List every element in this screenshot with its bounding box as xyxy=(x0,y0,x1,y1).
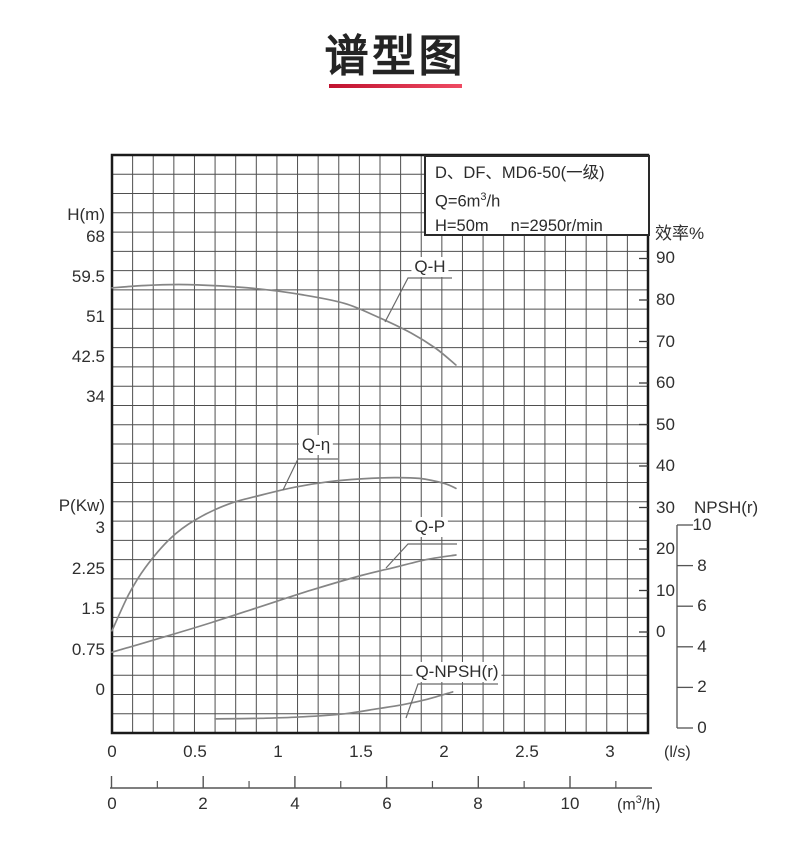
efficiency-axis-tick: 30 xyxy=(656,498,675,517)
pump-flow-text: Q=6m3/h xyxy=(435,191,501,211)
m3h-axis-tick: 6 xyxy=(382,794,392,813)
curve-power xyxy=(111,554,457,654)
efficiency-axis-tick: 60 xyxy=(656,373,675,392)
ls-axis-tick: 1.5 xyxy=(349,742,373,761)
ls-unit-label: (l/s) xyxy=(664,744,691,761)
power-axis-tick: 1.5 xyxy=(81,599,105,618)
pump-model-text: D、DF、MD6-50(一级) xyxy=(435,164,605,182)
title-underline xyxy=(329,84,462,88)
ls-axis-tick: 3 xyxy=(605,742,615,761)
curve-efficiency xyxy=(111,476,457,632)
pump-head-speed-text: H=50m n=2950r/min xyxy=(435,216,603,235)
efficiency-axis-tick: 90 xyxy=(656,248,675,267)
ls-axis-tick: 1 xyxy=(273,742,283,761)
leader-line-efficiency xyxy=(282,458,338,491)
power-axis-title: P(Kw) xyxy=(58,496,105,515)
power-axis-tick: 2.25 xyxy=(71,559,105,578)
curve-npsh xyxy=(214,691,454,720)
head-axis-tick: 59.5 xyxy=(71,267,105,286)
leader-line-npsh xyxy=(405,683,498,719)
efficiency-axis-tick: 50 xyxy=(656,415,675,434)
curve-label-power: Q-P xyxy=(411,517,449,537)
pump-spec-box: D、DF、MD6-50(一级) Q=6m3/h H=50m n=2950r/min xyxy=(424,155,650,236)
head-axis-title: H(m) xyxy=(67,205,105,224)
efficiency-axis-tick: 70 xyxy=(656,332,675,351)
npsh-axis-tick: 0 xyxy=(697,718,707,737)
ls-axis-tick: 2 xyxy=(439,742,449,761)
efficiency-axis-tick: 20 xyxy=(656,539,675,558)
npsh-axis-title: NPSH(r) xyxy=(694,498,759,517)
npsh-axis-tick: 8 xyxy=(697,556,707,575)
head-axis-tick: 34 xyxy=(86,387,105,406)
m3h-axis-tick: 2 xyxy=(198,794,208,813)
power-axis-tick: 3 xyxy=(95,518,105,537)
ls-axis-tick: 0.5 xyxy=(183,742,207,761)
head-axis-tick: 51 xyxy=(86,307,105,326)
efficiency-axis-tick: 40 xyxy=(656,456,675,475)
head-axis-tick: 68 xyxy=(86,227,105,246)
npsh-axis-tick: 4 xyxy=(697,637,707,656)
efficiency-axis-title: 效率% xyxy=(655,224,705,243)
ls-axis-tick: 2.5 xyxy=(515,742,539,761)
m3h-axis-tick: 10 xyxy=(560,794,580,813)
efficiency-axis-tick: 80 xyxy=(656,290,675,309)
curve-head xyxy=(111,283,457,366)
m3h-axis-tick: 0 xyxy=(107,794,117,813)
npsh-axis-tick: 2 xyxy=(697,677,707,696)
power-axis-tick: 0 xyxy=(95,680,105,699)
npsh-axis-tick: 10 xyxy=(692,515,712,534)
curve-label-head: Q-H xyxy=(411,257,449,277)
curve-label-npsh: Q-NPSH(r) xyxy=(412,662,502,682)
m3h-unit-label: (m3/h) xyxy=(617,794,661,814)
npsh-axis-tick: 6 xyxy=(697,596,707,615)
leader-line-power xyxy=(385,543,457,569)
efficiency-axis-tick: 10 xyxy=(656,581,675,600)
efficiency-axis-tick: 0 xyxy=(656,622,666,641)
power-axis-tick: 0.75 xyxy=(71,640,105,659)
m3h-axis-tick: 8 xyxy=(473,794,483,813)
ls-axis-tick: 0 xyxy=(107,742,117,761)
leader-line-head xyxy=(384,277,452,323)
curve-label-efficiency: Q-η xyxy=(298,435,334,455)
page-title: 谱型图 xyxy=(324,32,466,81)
m3h-axis-tick: 4 xyxy=(290,794,300,813)
head-axis-tick: 42.5 xyxy=(71,347,105,366)
